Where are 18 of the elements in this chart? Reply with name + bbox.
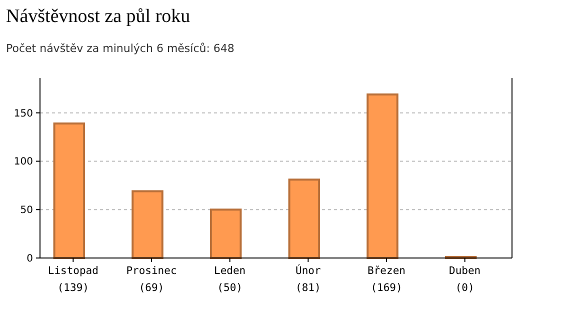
y-tick-label: 0: [26, 254, 33, 264]
data-label: (50): [217, 282, 242, 294]
chart-subtitle: Počet návštěv za minulých 6 měsíců: 648: [6, 42, 234, 55]
y-tick-label: 150: [14, 108, 33, 120]
x-tick-label: Duben: [449, 265, 481, 277]
x-tick-label: Únor: [296, 264, 321, 277]
x-tick-label: Březen: [368, 265, 406, 277]
data-label: (139): [57, 282, 89, 294]
x-tick-label: Listopad: [48, 265, 98, 277]
chart-title: Návštěvnost za půl roku: [6, 6, 191, 27]
data-label: (169): [370, 282, 402, 294]
data-label: (81): [296, 282, 321, 294]
data-label: (0): [455, 282, 474, 294]
data-label: (69): [138, 282, 164, 294]
x-tick-label: Leden: [214, 265, 246, 277]
x-tick-label: Prosinec: [126, 265, 177, 277]
y-tick-label: 100: [14, 156, 33, 168]
y-tick-label: 50: [20, 205, 33, 216]
